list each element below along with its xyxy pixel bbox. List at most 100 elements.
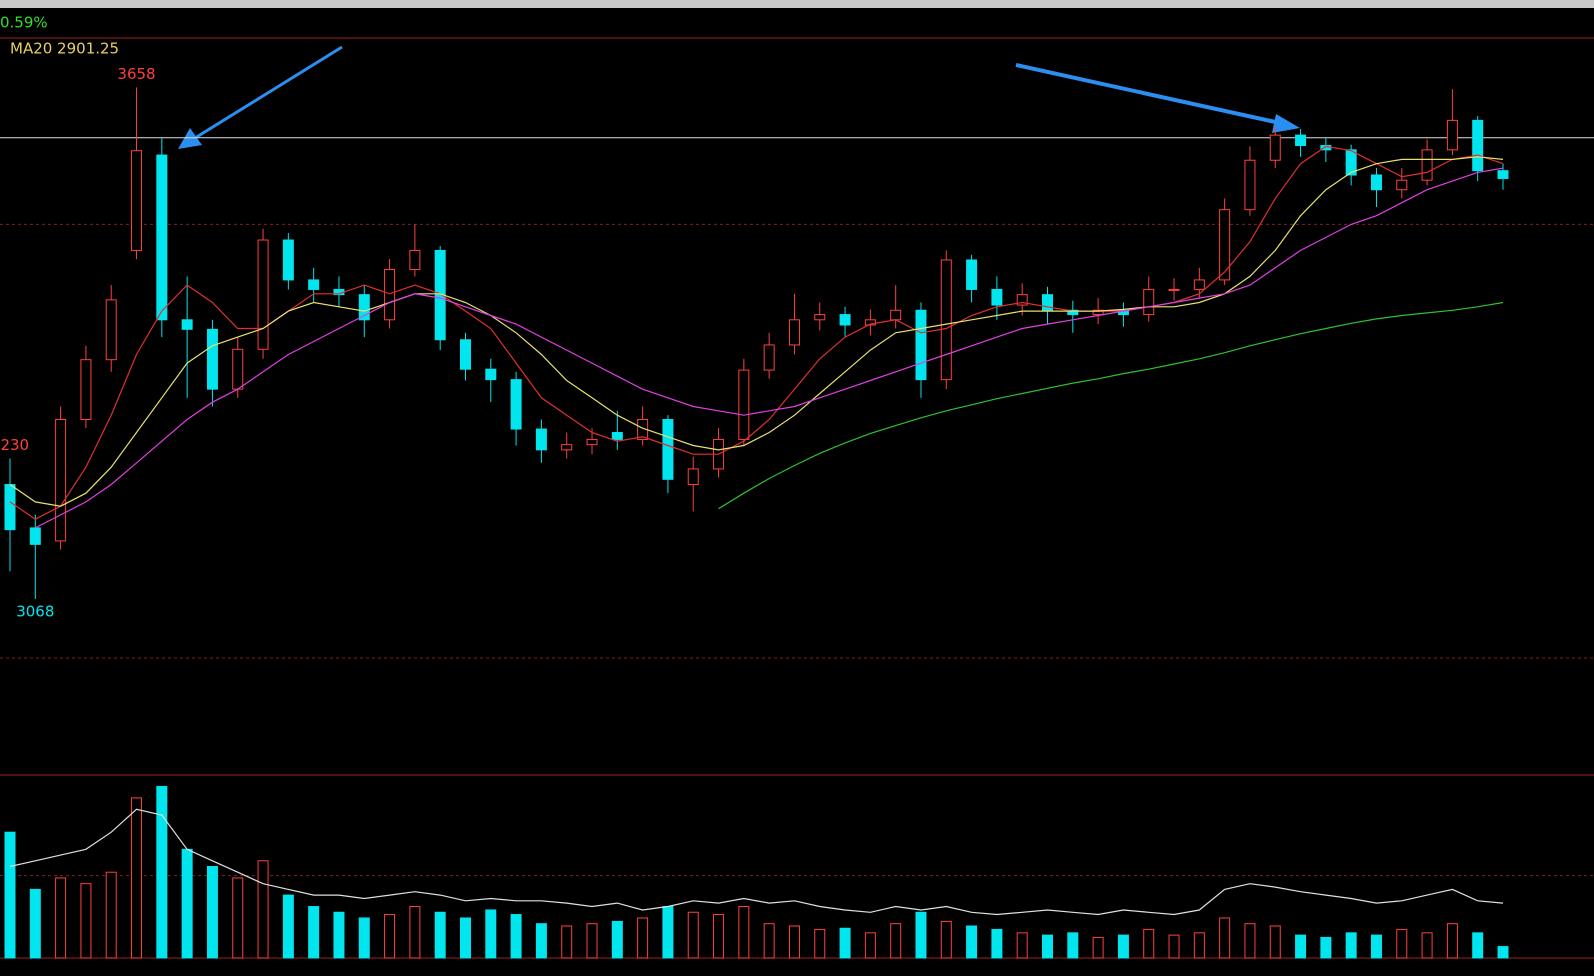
volume-bar — [839, 927, 851, 959]
volume-bar — [738, 906, 750, 959]
candle-body — [1269, 134, 1281, 161]
candle-body — [1042, 294, 1054, 311]
candle-body — [29, 527, 41, 545]
volume-bar — [282, 894, 294, 959]
volume-bar — [156, 785, 168, 959]
volume-bar — [1016, 932, 1028, 959]
arrow — [1015, 63, 1281, 125]
candle-body — [1446, 119, 1458, 151]
volume-bar — [763, 923, 775, 959]
volume-bar — [510, 914, 522, 959]
volume-bar — [1193, 932, 1205, 959]
candle-body — [814, 314, 826, 321]
volume-bar — [1345, 932, 1357, 959]
candle-body — [940, 259, 952, 381]
volume-bar — [1168, 934, 1180, 959]
volume-bar — [181, 848, 193, 959]
volume-bar — [105, 871, 117, 959]
volume-bar — [1244, 923, 1256, 959]
volume-bar — [1117, 934, 1129, 959]
volume-bar — [1067, 932, 1079, 959]
candle-body — [864, 319, 876, 326]
candle-body — [1472, 119, 1484, 172]
candle-body — [561, 444, 573, 451]
volume-bar — [232, 877, 244, 959]
candle-body — [1168, 288, 1180, 291]
candle-body — [1421, 149, 1433, 181]
volume-bar — [1320, 936, 1332, 959]
candle-body — [1016, 294, 1028, 306]
volume-bar — [1269, 925, 1281, 959]
candle-body — [535, 428, 547, 451]
volume-bar — [915, 911, 927, 959]
volume-bar — [131, 797, 143, 959]
volume-bar — [966, 925, 978, 959]
arrow-head — [178, 128, 202, 149]
ma-line — [718, 301, 1504, 510]
candle-body — [662, 419, 674, 480]
ma-line — [9, 145, 1504, 520]
volume-bar — [4, 831, 16, 959]
candle-body — [4, 484, 16, 531]
candle-body — [282, 239, 294, 281]
volume-bar — [864, 932, 876, 959]
volume-bar — [257, 860, 269, 959]
candle-body — [1396, 179, 1408, 191]
volume-bar — [788, 925, 800, 959]
candle-body — [384, 269, 396, 321]
volume-bar — [206, 866, 218, 959]
candle-body — [1193, 279, 1205, 290]
volume-bar — [637, 917, 649, 959]
volume-bar — [1497, 946, 1509, 959]
candle-body — [105, 299, 117, 361]
volume-bar — [1042, 934, 1054, 959]
candle-body — [788, 319, 800, 346]
candle-body — [308, 279, 320, 290]
candle-body — [257, 239, 269, 350]
volume-bar — [434, 911, 446, 959]
candle-body — [1370, 174, 1382, 191]
candle-body — [763, 344, 775, 371]
candle-body — [687, 468, 699, 486]
candle-body — [206, 328, 218, 390]
volume-bar — [459, 917, 471, 959]
candle-body — [1497, 170, 1509, 179]
candle-body — [80, 359, 92, 421]
volume-bar — [384, 914, 396, 959]
volume-bar — [1092, 936, 1104, 959]
candle-body — [966, 259, 978, 290]
candle-body — [1244, 159, 1256, 211]
high-label: 3230 — [0, 436, 29, 454]
volume-bar — [1446, 923, 1458, 959]
volume-bar — [687, 911, 699, 959]
candle-body — [232, 348, 244, 390]
volume-bar — [1472, 932, 1484, 959]
volume-bar — [535, 923, 547, 959]
volume-bar — [940, 920, 952, 959]
candle-body — [131, 150, 143, 251]
volume-bar — [586, 923, 598, 959]
arrow — [194, 45, 343, 140]
candle-body — [1067, 309, 1079, 316]
ma-line — [9, 156, 1504, 507]
volume-bar — [1421, 932, 1433, 959]
indicator-label: MA20 2901.25 — [10, 40, 119, 58]
volume-bar — [1370, 934, 1382, 959]
volume-bar — [485, 909, 497, 959]
candle-body — [156, 154, 168, 321]
arrow-head — [1272, 114, 1300, 133]
candle-body — [1345, 149, 1357, 176]
candle-body — [358, 294, 370, 321]
candle-body — [485, 368, 497, 381]
candle-body — [55, 419, 67, 542]
volume-bar — [991, 928, 1003, 959]
candle-body — [1219, 209, 1231, 281]
low-label: 3068 — [16, 602, 54, 620]
volume-bar — [55, 877, 67, 959]
volume-bar — [1219, 917, 1231, 959]
volume-ma-line — [9, 808, 1504, 916]
title-bar — [0, 0, 1594, 8]
volume-bar — [1143, 928, 1155, 959]
candle-body — [181, 319, 193, 330]
change-label: 0.59% — [0, 14, 48, 32]
